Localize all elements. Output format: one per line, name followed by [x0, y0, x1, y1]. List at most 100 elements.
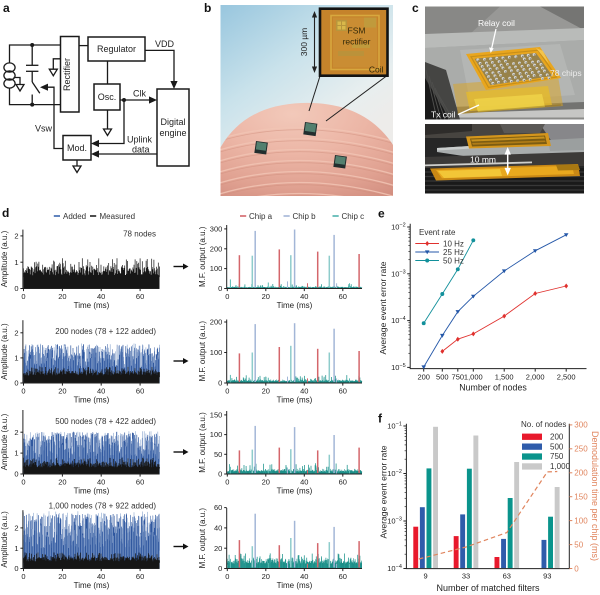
svg-text:40: 40: [300, 387, 308, 396]
svg-text:500 nodes (78 + 422 added): 500 nodes (78 + 422 added): [55, 417, 156, 426]
svg-text:M.F. output (a.u.): M.F. output (a.u.): [198, 412, 207, 473]
svg-text:10−3: 10−3: [387, 517, 402, 526]
svg-text:20: 20: [58, 572, 66, 581]
svg-text:Amplitude (a.u.): Amplitude (a.u.): [0, 230, 9, 287]
svg-text:Time (ms): Time (ms): [277, 581, 313, 590]
svg-text:FSM: FSM: [348, 26, 366, 36]
svg-text:Time (ms): Time (ms): [277, 301, 313, 310]
svg-text:20: 20: [58, 387, 66, 396]
svg-text:Uplink: Uplink: [127, 135, 153, 145]
svg-text:10 mm: 10 mm: [470, 155, 496, 165]
svg-text:93: 93: [543, 572, 551, 581]
svg-text:Relay coil: Relay coil: [478, 18, 515, 28]
svg-text:0: 0: [21, 478, 25, 487]
svg-text:78 nodes: 78 nodes: [123, 230, 156, 239]
svg-text:200 nodes (78 + 122 added): 200 nodes (78 + 122 added): [55, 327, 156, 336]
svg-text:Regulator: Regulator: [97, 44, 136, 54]
svg-text:Mod.: Mod.: [67, 143, 87, 153]
svg-text:Coil: Coil: [369, 65, 384, 75]
svg-text:40: 40: [97, 572, 105, 581]
svg-text:20: 20: [262, 292, 270, 301]
svg-text:2: 2: [14, 328, 18, 337]
svg-text:Amplitude (a.u.): Amplitude (a.u.): [0, 511, 9, 568]
svg-text:Time (ms): Time (ms): [74, 301, 110, 310]
svg-text:60: 60: [339, 387, 347, 396]
svg-text:1,000 nodes (78 + 922 added): 1,000 nodes (78 + 922 added): [49, 502, 157, 511]
svg-text:Rectifier: Rectifier: [62, 58, 72, 91]
svg-text:Event rate: Event rate: [419, 228, 456, 237]
svg-text:20: 20: [262, 387, 270, 396]
svg-text:Time (ms): Time (ms): [277, 487, 313, 496]
svg-text:2,500: 2,500: [557, 373, 576, 382]
svg-text:0: 0: [218, 284, 222, 293]
svg-text:200: 200: [574, 469, 588, 478]
svg-text:1: 1: [14, 258, 18, 267]
svg-text:300: 300: [210, 225, 223, 234]
svg-text:Number of matched filters: Number of matched filters: [436, 583, 540, 593]
svg-text:Measured: Measured: [100, 212, 136, 221]
svg-text:750: 750: [452, 373, 465, 382]
svg-text:Time (ms): Time (ms): [277, 396, 313, 405]
svg-text:0: 0: [225, 387, 229, 396]
svg-text:10−4: 10−4: [391, 316, 406, 325]
svg-text:Time (ms): Time (ms): [74, 581, 110, 590]
svg-text:d: d: [2, 206, 9, 220]
svg-text:20: 20: [58, 478, 66, 487]
svg-text:engine: engine: [159, 128, 186, 138]
svg-text:500: 500: [550, 442, 564, 451]
svg-text:60: 60: [339, 572, 347, 581]
svg-text:2,000: 2,000: [526, 373, 545, 382]
svg-text:10−4: 10−4: [387, 564, 402, 573]
svg-text:2: 2: [14, 428, 18, 437]
svg-text:10−2: 10−2: [387, 469, 402, 478]
svg-text:40: 40: [214, 524, 222, 533]
svg-text:50: 50: [574, 540, 583, 549]
svg-text:200: 200: [417, 373, 430, 382]
svg-text:Time (ms): Time (ms): [74, 487, 110, 496]
svg-text:1,000: 1,000: [464, 373, 483, 382]
svg-text:10−3: 10−3: [391, 269, 406, 278]
svg-text:e: e: [378, 207, 385, 221]
svg-text:VDD: VDD: [155, 39, 175, 49]
svg-text:100: 100: [210, 348, 223, 357]
svg-text:Average event error rate: Average event error rate: [379, 445, 389, 538]
svg-text:0: 0: [218, 379, 222, 388]
svg-text:300 µm: 300 µm: [299, 28, 309, 57]
svg-text:20: 20: [214, 544, 222, 553]
svg-text:10−5: 10−5: [391, 363, 406, 372]
svg-text:1: 1: [14, 449, 18, 458]
svg-text:60: 60: [136, 572, 144, 581]
svg-text:33: 33: [462, 572, 470, 581]
svg-text:20: 20: [262, 478, 270, 487]
svg-text:Amplitude (a.u.): Amplitude (a.u.): [0, 413, 9, 470]
svg-text:0: 0: [225, 292, 229, 301]
svg-text:100: 100: [210, 430, 223, 439]
svg-text:1,500: 1,500: [495, 373, 514, 382]
svg-text:25 Hz: 25 Hz: [443, 248, 464, 257]
svg-text:f: f: [378, 412, 383, 426]
svg-text:10−2: 10−2: [391, 223, 406, 232]
svg-text:60: 60: [136, 387, 144, 396]
svg-text:data: data: [132, 145, 150, 155]
svg-text:Chip b: Chip b: [293, 212, 317, 221]
svg-text:150: 150: [210, 411, 223, 420]
svg-text:Tx coil: Tx coil: [431, 110, 456, 120]
svg-text:2: 2: [14, 524, 18, 533]
svg-text:0: 0: [21, 387, 25, 396]
svg-text:1: 1: [14, 354, 18, 363]
svg-text:Time (ms): Time (ms): [74, 396, 110, 405]
svg-text:0: 0: [14, 564, 18, 573]
svg-text:10 Hz: 10 Hz: [443, 240, 464, 249]
svg-text:0: 0: [21, 292, 25, 301]
svg-text:20: 20: [262, 572, 270, 581]
svg-text:a: a: [3, 1, 10, 15]
svg-text:50: 50: [214, 450, 222, 459]
svg-text:60: 60: [214, 503, 222, 512]
svg-text:M.F. output (a.u.): M.F. output (a.u.): [198, 508, 207, 569]
svg-text:0: 0: [574, 564, 579, 573]
svg-text:0: 0: [225, 478, 229, 487]
svg-text:63: 63: [503, 572, 511, 581]
svg-text:c: c: [412, 1, 419, 15]
svg-text:2: 2: [14, 232, 18, 241]
svg-text:M.F. output (a.u.): M.F. output (a.u.): [198, 321, 207, 382]
